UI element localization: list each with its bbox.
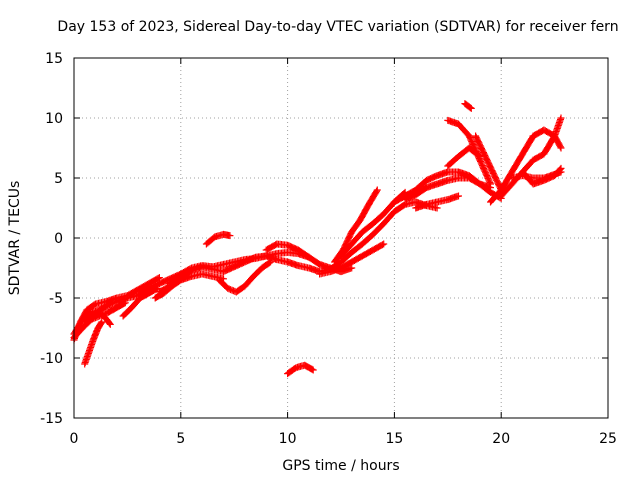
series-arc08 [166,248,313,288]
series-arc05 [81,308,114,328]
series-arc15 [326,198,441,273]
x-tick-label: 15 [385,431,403,447]
y-tick-label: -5 [49,291,63,307]
series-arc26 [497,114,565,200]
y-tick-label: 15 [45,51,63,67]
axis-ticks: 0 5 10 15 20 25 -15 -10 -5 0 5 10 15 [40,51,617,447]
grid [74,58,608,418]
x-tick-label: 25 [599,431,617,447]
series-arc06 [119,284,161,320]
series-arc29 [529,126,565,152]
x-tick-label: 20 [492,431,510,447]
series-arc04 [81,318,106,368]
series-arc28 [519,164,565,188]
y-tick-label: 10 [45,111,63,127]
data-points [70,100,565,378]
series-arc25 [487,132,537,206]
x-tick-label: 0 [70,431,79,447]
series-arc20 [412,192,462,212]
y-tick-label: 5 [54,171,63,187]
y-tick-label: 0 [54,231,63,247]
y-tick-label: -10 [40,351,63,367]
series-arc10 [202,230,234,248]
x-tick-label: 5 [176,431,185,447]
chart-title: Day 153 of 2023, Sidereal Day-to-day VTE… [57,19,618,35]
series-arc23 [461,100,475,112]
x-tick-label: 10 [279,431,297,447]
series-arc11 [215,258,274,296]
series-arc13 [284,361,317,378]
series-arc19 [401,174,505,204]
series-arc24 [472,132,505,194]
series-arc22 [444,116,494,188]
y-axis-label: SDTVAR / TECUs [7,181,23,296]
y-tick-label: -15 [40,411,63,427]
series-arc09 [151,270,227,302]
x-axis-label: GPS time / hours [282,458,399,474]
